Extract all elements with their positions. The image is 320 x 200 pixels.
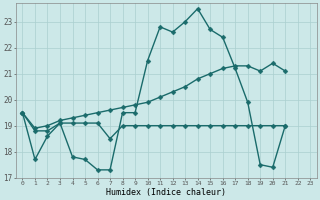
X-axis label: Humidex (Indice chaleur): Humidex (Indice chaleur) — [106, 188, 226, 197]
